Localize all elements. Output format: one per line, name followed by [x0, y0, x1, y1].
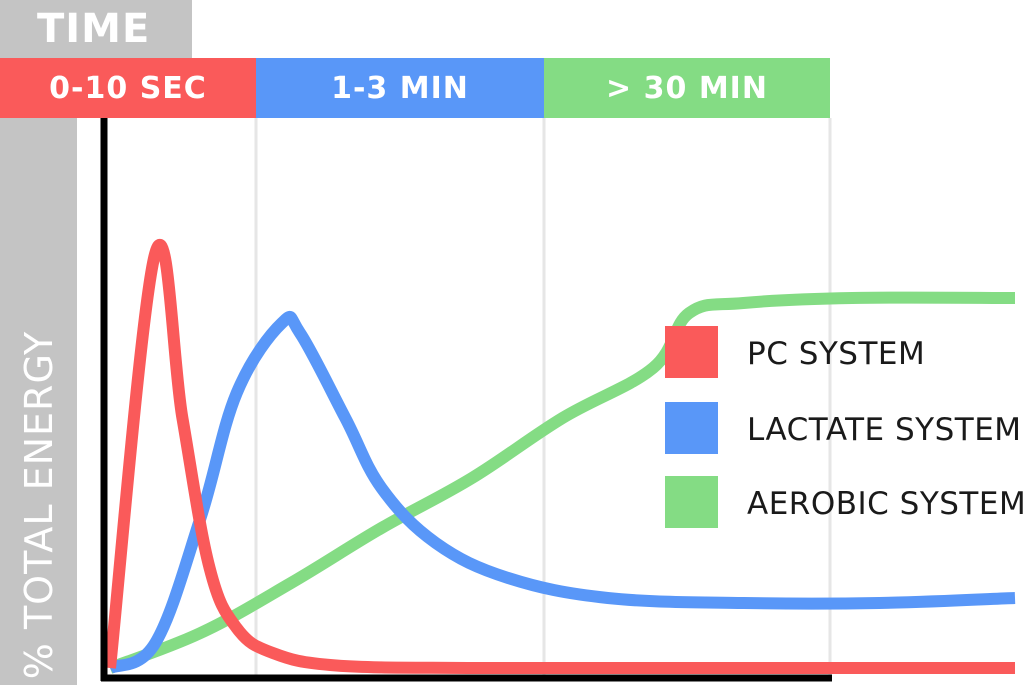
time-header: TIME — [0, 0, 192, 58]
series-line-lactate-system — [107, 310, 1016, 674]
phase-label-over-30-min: > 30 MIN — [544, 58, 830, 118]
phase-label-1-3-min: 1-3 MIN — [256, 58, 544, 118]
y-axis-label-band: % TOTAL ENERGY — [0, 118, 77, 685]
legend-label-aerobic-system: AEROBIC SYSTEM — [747, 486, 1024, 522]
legend-swatch-pc-system — [665, 326, 718, 378]
legend-label-lactate-system: LACTATE SYSTEM — [747, 412, 1022, 448]
series-line-pc-system — [104, 238, 1015, 675]
legend-swatch-aerobic-system — [665, 476, 718, 528]
legend-swatch-lactate-system — [665, 402, 718, 454]
legend-label-pc-system: PC SYSTEM — [747, 336, 926, 372]
time-header-label: TIME — [37, 6, 151, 52]
phase-label-0-10-sec: 0-10 SEC — [0, 58, 256, 118]
series-line-aerobic-system — [107, 291, 1016, 674]
series-layer — [104, 238, 1016, 675]
